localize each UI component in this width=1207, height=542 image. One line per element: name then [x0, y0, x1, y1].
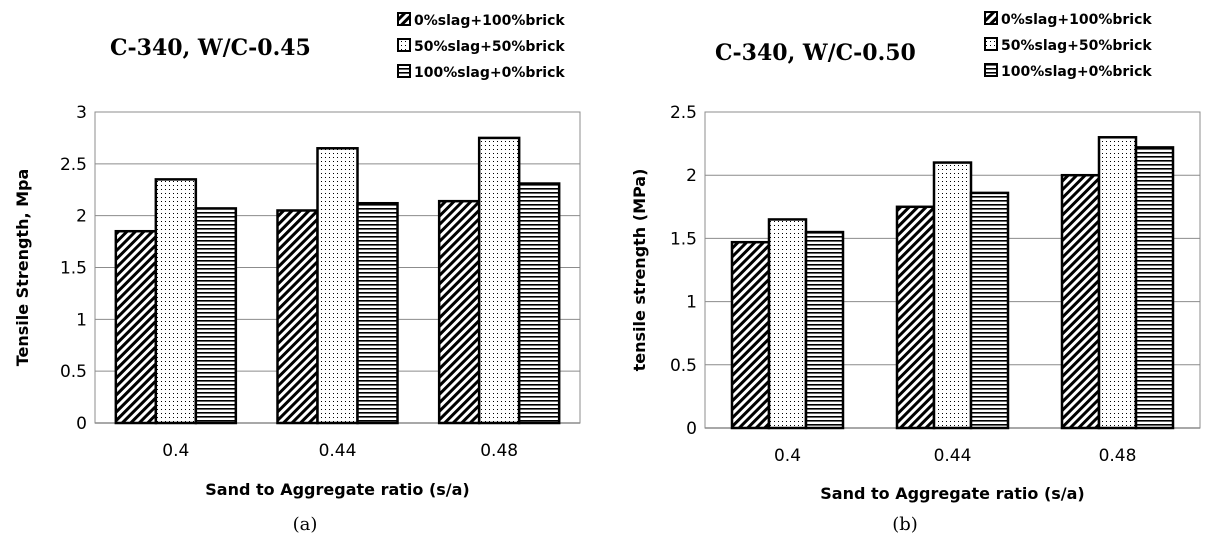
bar-dots — [1097, 136, 1138, 430]
y-tick-label: 0 — [686, 419, 697, 439]
legend-swatch-horizontal-lines — [984, 63, 998, 77]
chart-a-svg: C-340, W/C-0.45 (a) 0 0.5 1 1.5 2 2.5 3 0.4 0.44… — [13, 12, 581, 535]
bar-horizontal-lines — [194, 207, 238, 425]
y-tick-label: 1.5 — [670, 229, 697, 249]
bar-dots — [477, 136, 521, 425]
bar-dots — [154, 178, 198, 425]
legend-entry: 50%slag+50%brick — [1001, 38, 1152, 54]
x-tick-label: 0.4 — [162, 441, 189, 461]
bar-diagonal-hatch — [114, 229, 158, 425]
bar-diagonal-hatch — [1060, 173, 1101, 430]
y-axis-label: Tensile Strength, Mpa — [13, 169, 32, 367]
y-tick-label: 3 — [76, 103, 87, 123]
y-tick-label: 2 — [686, 166, 697, 186]
y-axis-label: tensile strength (MPa) — [630, 169, 649, 372]
x-tick-label: 0.48 — [480, 441, 518, 461]
legend-entry: 100%slag+0%brick — [1001, 64, 1152, 80]
bar-horizontal-lines — [804, 230, 845, 430]
chart-b-caption: (b) — [892, 514, 918, 535]
y-tick-label: 1.5 — [60, 259, 87, 279]
y-tick-label: 2 — [76, 207, 87, 227]
chart-b-title: C-340, W/C-0.50 — [715, 40, 916, 66]
y-tick-label: 2.5 — [60, 155, 87, 175]
x-tick-label: 0.44 — [934, 446, 972, 466]
bar-dots — [932, 161, 973, 430]
legend-swatch-dots — [984, 37, 998, 51]
bar-horizontal-lines — [517, 182, 561, 425]
bar-diagonal-hatch — [895, 205, 936, 430]
bar-dots — [316, 147, 359, 425]
chart-b-svg: C-340, W/C-0.50 (b) 0 0.5 1 1.5 2 2.5 0.4 0.44 0… — [630, 11, 1201, 535]
bar-diagonal-hatch — [437, 199, 481, 425]
y-tick-label: 0.5 — [60, 362, 87, 382]
x-axis-label: Sand to Aggregate ratio (s/a) — [205, 480, 469, 499]
x-tick-label: 0.48 — [1099, 446, 1137, 466]
legend-entry: 0%slag+100%brick — [414, 13, 565, 29]
y-tick-label: 1 — [686, 293, 697, 313]
y-tick-label: 2.5 — [670, 103, 697, 123]
bar-horizontal-lines — [356, 201, 399, 425]
chart-a-title: C-340, W/C-0.45 — [110, 35, 311, 61]
bar-horizontal-lines — [1134, 146, 1175, 430]
legend-swatch-horizontal-lines — [397, 64, 411, 78]
legend-swatch-diagonal-hatch — [984, 11, 998, 25]
y-tick-label: 1 — [76, 310, 87, 330]
chart-a-caption: (a) — [293, 514, 318, 535]
legend-entry: 50%slag+50%brick — [414, 39, 565, 55]
bar-horizontal-lines — [969, 191, 1010, 430]
y-tick-label: 0.5 — [670, 356, 697, 376]
legend-swatch-diagonal-hatch — [397, 12, 411, 26]
x-tick-label: 0.4 — [774, 446, 801, 466]
legend-entry: 100%slag+0%brick — [414, 65, 565, 81]
legend-swatch-dots — [397, 38, 411, 52]
chart-panel-a: C-340, W/C-0.45 (a) 0 0.5 1 1.5 2 2.5 3 0.4 0.44… — [0, 0, 600, 542]
chart-panel-b: C-340, W/C-0.50 (b) 0 0.5 1 1.5 2 2.5 0.4 0.44 0… — [605, 0, 1207, 542]
bar-dots — [767, 218, 808, 430]
bar-diagonal-hatch — [730, 240, 771, 430]
y-tick-label: 0 — [76, 414, 87, 434]
bar-diagonal-hatch — [276, 209, 319, 425]
legend-entry: 0%slag+100%brick — [1001, 12, 1152, 28]
x-tick-label: 0.44 — [319, 441, 357, 461]
x-axis-label: Sand to Aggregate ratio (s/a) — [820, 484, 1084, 503]
